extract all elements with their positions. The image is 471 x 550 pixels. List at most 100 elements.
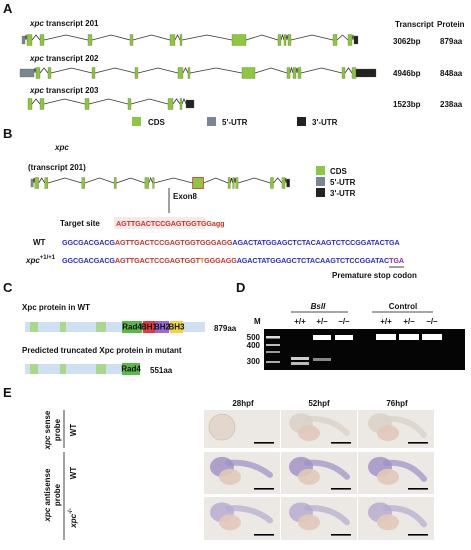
- ladder-band: [266, 351, 280, 353]
- intron: [31, 34, 41, 41]
- exon: [81, 177, 85, 189]
- exon: [287, 34, 292, 46]
- sequence-part: AGTTGACTCCGAGTGGT: [115, 256, 201, 265]
- exon: [91, 67, 96, 79]
- scale-bar: [331, 442, 351, 444]
- band: [422, 334, 442, 340]
- intron: [280, 33, 285, 41]
- exon: [167, 98, 174, 110]
- exon: [192, 177, 204, 189]
- exon: [332, 34, 338, 46]
- panel-label: E: [3, 385, 12, 400]
- ladder-label: 500: [247, 333, 261, 342]
- exon: [353, 35, 359, 45]
- intron: [300, 67, 343, 74]
- intron: [39, 67, 49, 74]
- intron: [172, 98, 181, 105]
- sequence-part: GGCGACGACG: [62, 238, 115, 247]
- exon: [232, 177, 235, 189]
- band: [313, 358, 331, 361]
- exon: [39, 98, 45, 110]
- intron: [233, 177, 237, 184]
- intron: [94, 67, 136, 74]
- enzyme-label: BslI: [311, 302, 326, 311]
- row-group-label: xpc antisense probe: [43, 468, 62, 522]
- lane-label: +/–: [316, 317, 328, 326]
- gel-bands: [266, 334, 442, 365]
- exon: [30, 178, 34, 188]
- intron: [43, 34, 89, 41]
- embryo-yolk: [219, 468, 241, 485]
- transcript-name: transcript 202: [46, 54, 99, 63]
- exon: [292, 67, 297, 79]
- band: [376, 334, 396, 340]
- legend-label: CDS: [148, 118, 166, 127]
- gene-name: xpc: [29, 19, 44, 28]
- target-sequence: AGTTGACTCCGAGTGGTGGagg: [116, 219, 224, 228]
- scale-bar: [408, 488, 428, 490]
- exon: [127, 98, 132, 110]
- ladder-label: 400: [247, 341, 261, 350]
- transcript-name: transcript 201: [46, 19, 99, 28]
- transcript-length: 4946bp: [393, 69, 421, 78]
- intron: [351, 34, 355, 41]
- gene-structure: [30, 176, 290, 189]
- domain: [155, 321, 169, 333]
- lane-label: +/+: [294, 317, 306, 326]
- embryo-yolk: [219, 514, 241, 531]
- protein-motif: [30, 322, 38, 332]
- lane-label: +/–: [403, 317, 415, 326]
- embryo-yolk: [298, 514, 320, 531]
- intron: [154, 177, 193, 184]
- exon: [179, 34, 183, 46]
- panel-label: C: [3, 280, 13, 295]
- column-header: Transcript: [395, 20, 434, 29]
- transcript-name: (transcript 201): [28, 163, 86, 172]
- gene-name: xpc: [43, 507, 52, 522]
- intron: [203, 177, 229, 184]
- transcript-length: 1523bp: [393, 100, 421, 109]
- protein-wt: Rad4 BH1 BH2 BH3: [25, 321, 205, 333]
- embryo-images: [204, 410, 434, 540]
- band: [399, 334, 419, 340]
- legend-label: 5'-UTR: [222, 118, 248, 127]
- lane-labels: +/+ +/– –/– +/+ +/– –/–: [294, 317, 438, 326]
- exon: [169, 34, 176, 46]
- scale-bar: [254, 442, 274, 444]
- stage-label: 28hpf: [232, 399, 254, 408]
- exon: [35, 67, 41, 79]
- domain-label: Rad4: [121, 365, 141, 374]
- exon: [270, 177, 274, 189]
- domain: [170, 321, 183, 333]
- intron: [43, 98, 86, 105]
- scale-bar: [408, 534, 428, 536]
- intron: [273, 177, 283, 184]
- protein-motif: [96, 364, 106, 374]
- protein-mutant: Rad4: [25, 363, 141, 375]
- stop-label: Premature stop codon: [332, 271, 417, 280]
- exon: [39, 34, 45, 46]
- sequence-part: GGCGACGACG: [62, 256, 115, 265]
- transcript-title: xpc transcript 202: [29, 54, 99, 63]
- band: [291, 362, 309, 365]
- sequence-part: AGACTATGGAGCTCTACAAGTCTCCGGATAC: [237, 256, 389, 265]
- exon: [297, 67, 302, 79]
- exon: [283, 34, 287, 46]
- protein-length: 879aa: [214, 324, 237, 333]
- wt-sequence: GGCGACGACGAGTTGACTCCGAGTGGTGGGAGGAGACTAT…: [62, 238, 400, 247]
- probe-type: sense: [43, 410, 52, 435]
- probe-label: xpc sense: [43, 410, 52, 450]
- target-highlight: [114, 217, 205, 229]
- exon: [179, 98, 183, 110]
- scale-bar: [408, 442, 428, 444]
- transcript-title: xpc transcript 203: [29, 86, 99, 95]
- superscript: +1/+1: [40, 255, 56, 261]
- sequence-part: TGA: [389, 256, 404, 265]
- transcript-length: 3062bp: [393, 37, 421, 46]
- transcript-title: xpc transcript 201: [29, 19, 99, 28]
- exon: [177, 67, 184, 79]
- band: [335, 335, 353, 340]
- sequence-part: GGGAGG: [204, 256, 237, 265]
- sequence-part: T: [200, 256, 205, 265]
